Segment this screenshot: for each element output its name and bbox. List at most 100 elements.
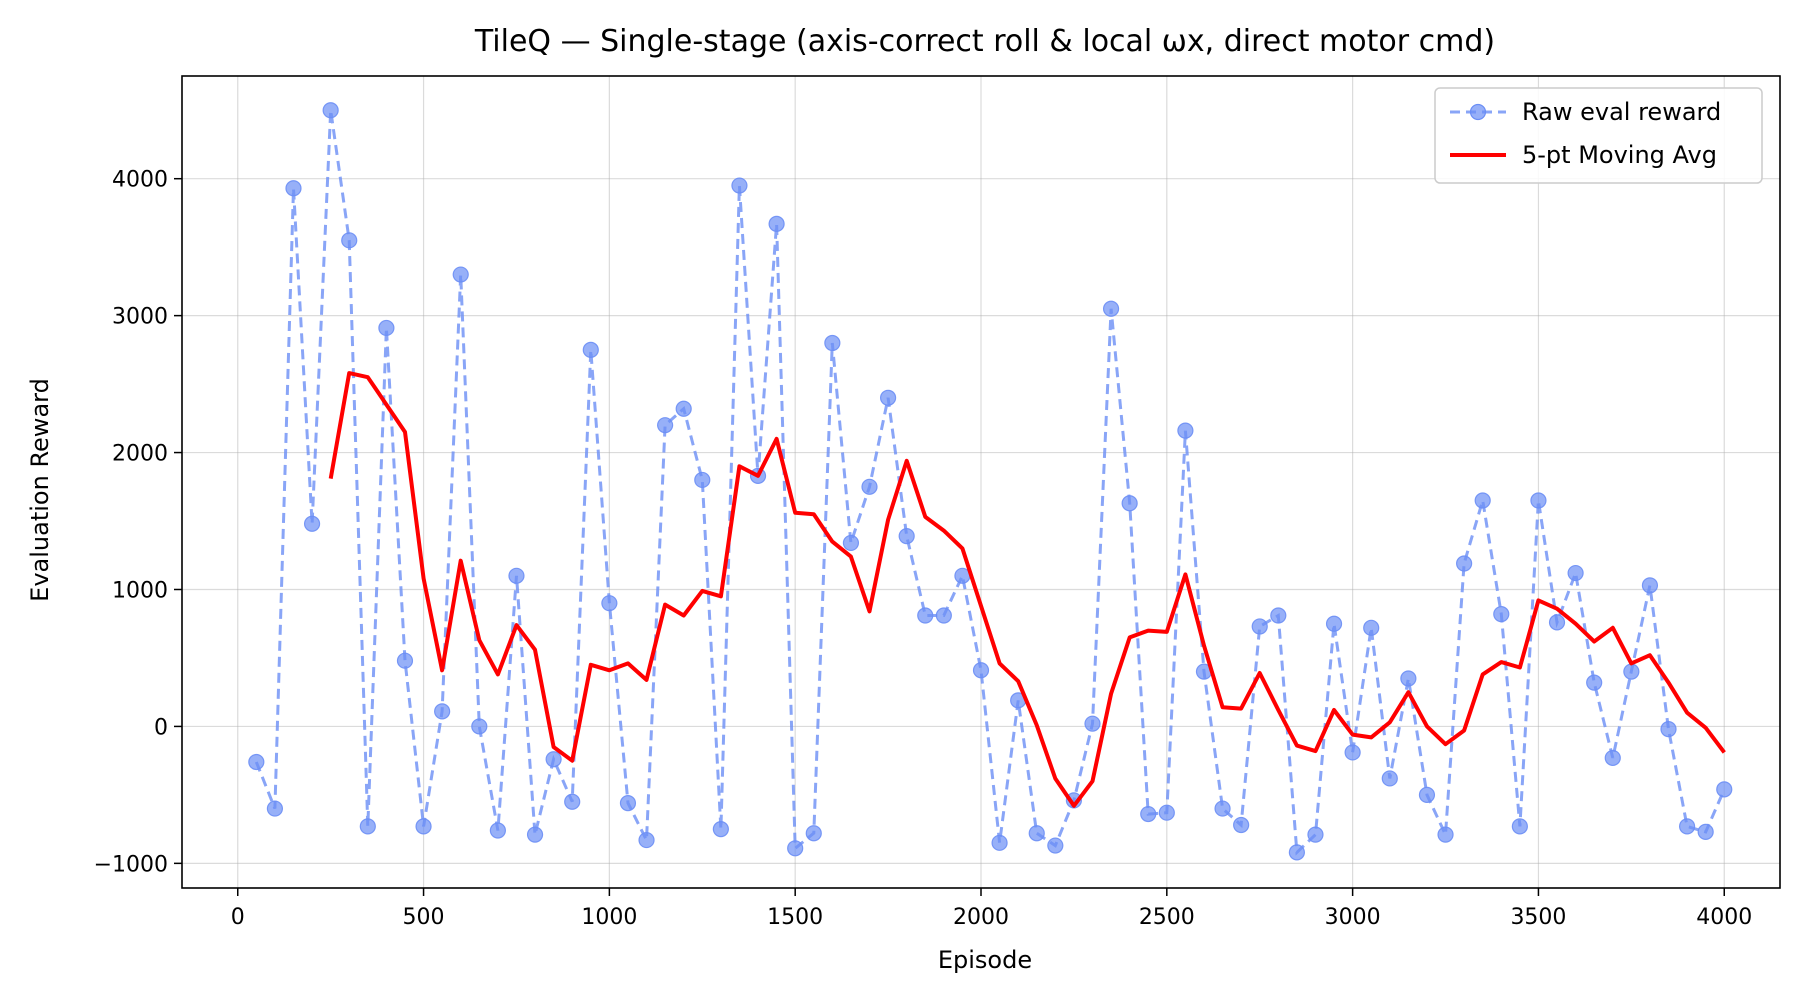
raw-eval-reward-point (1233, 816, 1250, 834)
raw-eval-reward-point (471, 718, 488, 735)
x-tick-label: 1500 (767, 905, 823, 930)
x-tick-label: 3000 (1325, 905, 1381, 930)
raw-eval-reward-point (1325, 615, 1343, 632)
raw-eval-reward-point (452, 266, 469, 283)
raw-eval-reward-point (601, 595, 618, 612)
raw-eval-reward-point (1400, 670, 1417, 687)
raw-eval-reward-point (378, 319, 395, 337)
raw-eval-reward-point (1437, 826, 1454, 843)
raw-eval-reward-point (1381, 770, 1398, 787)
raw-eval-reward-point (341, 232, 358, 249)
raw-eval-reward-point (991, 834, 1008, 851)
raw-eval-reward-point (1623, 663, 1640, 680)
x-tick-label: 1000 (581, 905, 637, 930)
raw-eval-reward-point (1697, 823, 1714, 840)
raw-eval-reward-point (657, 417, 674, 434)
x-tick-label: 2500 (1139, 905, 1195, 930)
raw-eval-reward-point (824, 334, 841, 352)
raw-eval-reward-point (638, 831, 655, 849)
series-layer (248, 102, 1733, 861)
raw-eval-reward-point (1177, 422, 1194, 439)
x-tick-label: 500 (403, 905, 445, 930)
x-tick-label: 3500 (1510, 905, 1566, 930)
raw-eval-reward-point (1140, 805, 1157, 823)
x-axis: 0 500 1000 1500 2000 2500 3000 3500 4000 (231, 888, 1752, 930)
chart-title: TileQ — Single-stage (axis-correct roll … (474, 24, 1495, 59)
raw-eval-reward-point (879, 389, 897, 406)
legend-box (1434, 87, 1763, 184)
legend-raw-label: Raw eval reward (1522, 98, 1721, 126)
raw-eval-reward-point (1214, 800, 1231, 817)
raw-eval-reward-point (508, 567, 525, 584)
moving-average-line (328, 371, 1726, 808)
raw-eval-reward-point (917, 607, 934, 624)
raw-eval-reward-point (898, 527, 915, 545)
raw-eval-reward-point (1548, 614, 1566, 631)
y-tick-label: 0 (154, 715, 168, 740)
raw-eval-reward-point (1641, 577, 1659, 594)
y-tick-label: 4000 (112, 168, 168, 193)
raw-eval-reward-point (1307, 826, 1324, 843)
raw-eval-reward-point (1586, 674, 1603, 691)
raw-eval-reward-point (1660, 721, 1677, 738)
raw-eval-reward-point (434, 703, 451, 720)
raw-eval-reward-point (972, 662, 990, 679)
x-tick-label: 2000 (953, 905, 1009, 930)
raw-eval-reward-point (768, 215, 785, 232)
raw-eval-reward-line (254, 109, 1726, 856)
raw-eval-reward-point (935, 607, 952, 624)
raw-eval-reward-point (564, 793, 581, 810)
raw-eval-reward-point (303, 515, 321, 532)
raw-eval-reward-point (1288, 844, 1305, 861)
raw-eval-reward-point (1344, 744, 1361, 761)
x-tick-label: 4000 (1696, 905, 1752, 930)
legend-avg-label: 5-pt Moving Avg (1522, 141, 1717, 169)
raw-eval-reward-point (359, 818, 376, 835)
raw-eval-reward-point (1028, 825, 1045, 842)
raw-eval-reward-point (1493, 606, 1510, 623)
raw-eval-reward-point (1604, 749, 1621, 767)
raw-eval-reward-point (1716, 781, 1733, 798)
raw-eval-reward-point (1418, 786, 1436, 803)
raw-eval-reward-point (1047, 837, 1064, 854)
y-axis-label: Evaluation Reward (26, 378, 54, 602)
raw-eval-reward-point (285, 180, 302, 197)
raw-eval-reward-point (396, 652, 414, 669)
raw-eval-reward-point (787, 840, 804, 857)
raw-eval-reward-point (266, 800, 284, 817)
raw-eval-reward-point (675, 400, 692, 417)
x-tick-label: 0 (231, 905, 245, 930)
raw-eval-reward-point (1158, 804, 1175, 821)
raw-eval-reward-point (1251, 618, 1268, 635)
y-tick-label: −1000 (94, 852, 168, 877)
legend: Raw eval reward 5-pt Moving Avg (1434, 87, 1763, 184)
raw-eval-reward-point (1474, 492, 1491, 509)
raw-eval-reward-point (619, 795, 637, 812)
raw-eval-reward-point (526, 826, 544, 843)
y-tick-label: 3000 (112, 305, 168, 330)
raw-eval-reward-point (861, 478, 878, 495)
raw-eval-reward-point (489, 822, 506, 839)
raw-eval-reward-point (842, 534, 860, 552)
raw-eval-reward-point (415, 818, 432, 835)
raw-eval-reward-point (1678, 818, 1696, 835)
y-axis: −1000 0 1000 2000 3000 4000 (94, 168, 182, 877)
raw-eval-reward-point (1084, 715, 1101, 732)
x-axis-label: Episode (938, 946, 1032, 974)
raw-eval-reward-point (1270, 607, 1287, 624)
raw-eval-reward-point (1456, 555, 1473, 572)
raw-eval-reward-point (545, 751, 562, 768)
raw-eval-reward-point (731, 177, 748, 194)
legend-raw-marker (1469, 103, 1487, 121)
raw-eval-reward-point (1363, 619, 1380, 636)
raw-eval-reward-point (694, 471, 711, 489)
raw-eval-reward-point (1102, 300, 1120, 317)
y-tick-label: 2000 (112, 442, 168, 467)
raw-eval-reward-point (582, 341, 599, 358)
raw-eval-reward-point (1530, 492, 1547, 509)
raw-eval-reward-point (1121, 495, 1138, 512)
raw-eval-reward-point (1567, 564, 1584, 582)
raw-eval-reward-point (1511, 818, 1528, 835)
y-tick-label: 1000 (112, 578, 168, 603)
